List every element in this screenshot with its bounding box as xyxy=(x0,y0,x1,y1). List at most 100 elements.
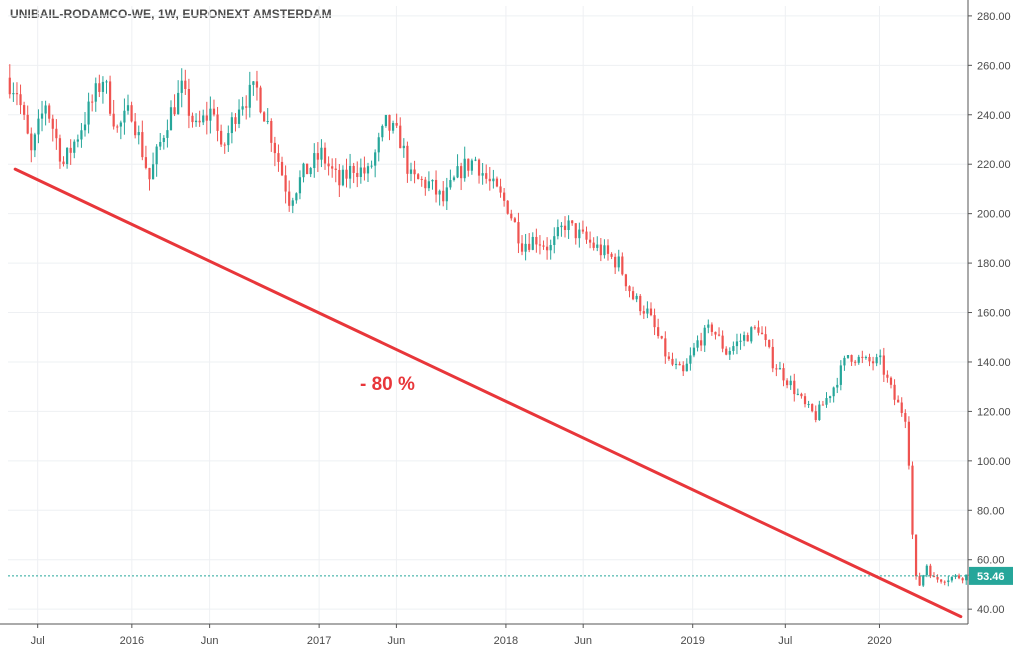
candle-body xyxy=(685,363,688,372)
candle-body xyxy=(134,121,137,136)
candle-body xyxy=(98,83,101,92)
candle-body xyxy=(739,340,742,342)
candle-body xyxy=(409,169,413,174)
candle-body xyxy=(320,147,323,160)
candle-body xyxy=(617,256,620,268)
candle-body xyxy=(237,109,241,124)
y-tick-label: 40.00 xyxy=(977,604,1005,616)
candle-body xyxy=(674,363,678,365)
candle-body xyxy=(563,225,567,231)
candle-body xyxy=(700,340,703,346)
candle-body xyxy=(438,190,441,195)
candle-body xyxy=(667,356,671,359)
candle-body xyxy=(785,380,789,386)
candle-body xyxy=(735,341,739,347)
x-tick-label: Jun xyxy=(574,635,592,647)
candle-body xyxy=(270,120,273,143)
candle-body xyxy=(456,166,459,178)
axes-layer: 40.00 60.00 80.00 100.00 120.00 140.00 160.00 1… xyxy=(0,0,1013,647)
candle-body xyxy=(510,213,513,219)
candle-body xyxy=(252,81,255,85)
candle-body xyxy=(62,161,65,165)
candle-body xyxy=(789,380,792,386)
candle-body xyxy=(743,335,746,341)
candle-body xyxy=(273,142,276,154)
candle-body xyxy=(108,81,112,114)
candle-body xyxy=(406,145,409,174)
candle-body xyxy=(442,190,445,202)
candle-body xyxy=(12,93,15,95)
trend-line xyxy=(13,167,963,619)
candle-body xyxy=(846,355,850,358)
candle-body xyxy=(302,163,305,178)
candle-body xyxy=(359,167,362,177)
candle-body xyxy=(499,186,502,193)
candle-body xyxy=(288,191,291,206)
candle-body xyxy=(65,147,69,165)
candle-body xyxy=(223,144,226,146)
candle-body xyxy=(234,117,237,124)
candle-body xyxy=(485,173,488,179)
candle-body xyxy=(277,153,280,162)
x-tick-label: Jul xyxy=(778,635,792,647)
candle-body xyxy=(628,286,631,292)
candle-body xyxy=(524,243,527,252)
candle-body xyxy=(144,157,148,168)
candle-body xyxy=(492,178,495,182)
candle-body xyxy=(177,92,180,115)
candle-body xyxy=(130,105,133,122)
y-tick-label: 240.00 xyxy=(977,110,1011,122)
candle-body xyxy=(105,81,108,83)
last-price-label: 53.46 xyxy=(977,571,1005,583)
candle-body xyxy=(263,112,266,122)
candle-body xyxy=(331,166,334,169)
candle-body xyxy=(707,324,710,328)
candle-body xyxy=(452,177,456,181)
candle-body xyxy=(381,125,384,138)
candle-body xyxy=(871,361,875,364)
candle-body xyxy=(8,77,11,95)
candle-body xyxy=(15,93,19,95)
candle-body xyxy=(854,361,857,363)
y-tick-label: 160.00 xyxy=(977,308,1011,320)
candle-body xyxy=(710,324,713,332)
candle-body xyxy=(159,141,162,147)
candle-body xyxy=(116,126,119,128)
candle-body xyxy=(202,115,205,123)
candle-body xyxy=(965,574,968,581)
candle-body xyxy=(291,200,294,206)
candle-body xyxy=(882,355,885,375)
candle-body xyxy=(535,236,538,245)
candle-body xyxy=(646,308,649,314)
candle-body xyxy=(259,87,262,113)
candle-body xyxy=(879,355,882,358)
candle-body xyxy=(40,113,44,119)
y-tick-label: 180.00 xyxy=(977,258,1011,270)
candle-body xyxy=(821,404,825,406)
candle-body xyxy=(796,393,799,395)
candle-body xyxy=(327,163,330,167)
candle-body xyxy=(839,365,842,385)
x-tick-label: 2016 xyxy=(120,635,144,647)
candle-body xyxy=(893,384,896,400)
candle-body xyxy=(30,133,33,151)
candle-body xyxy=(571,220,574,224)
candle-body xyxy=(112,113,115,127)
x-tick-label: 2019 xyxy=(680,635,704,647)
candle-body xyxy=(599,244,602,256)
candle-body xyxy=(363,167,366,174)
candle-body xyxy=(169,107,173,131)
candle-body xyxy=(19,94,22,106)
candle-body xyxy=(639,295,642,312)
candle-body xyxy=(621,256,624,275)
candle-body xyxy=(166,130,169,138)
candle-body xyxy=(94,83,97,102)
candle-body xyxy=(417,174,420,179)
candle-body xyxy=(123,110,126,123)
candle-body xyxy=(696,340,699,348)
candle-body xyxy=(399,125,402,149)
candle-body xyxy=(151,164,155,180)
candle-body xyxy=(470,160,473,171)
